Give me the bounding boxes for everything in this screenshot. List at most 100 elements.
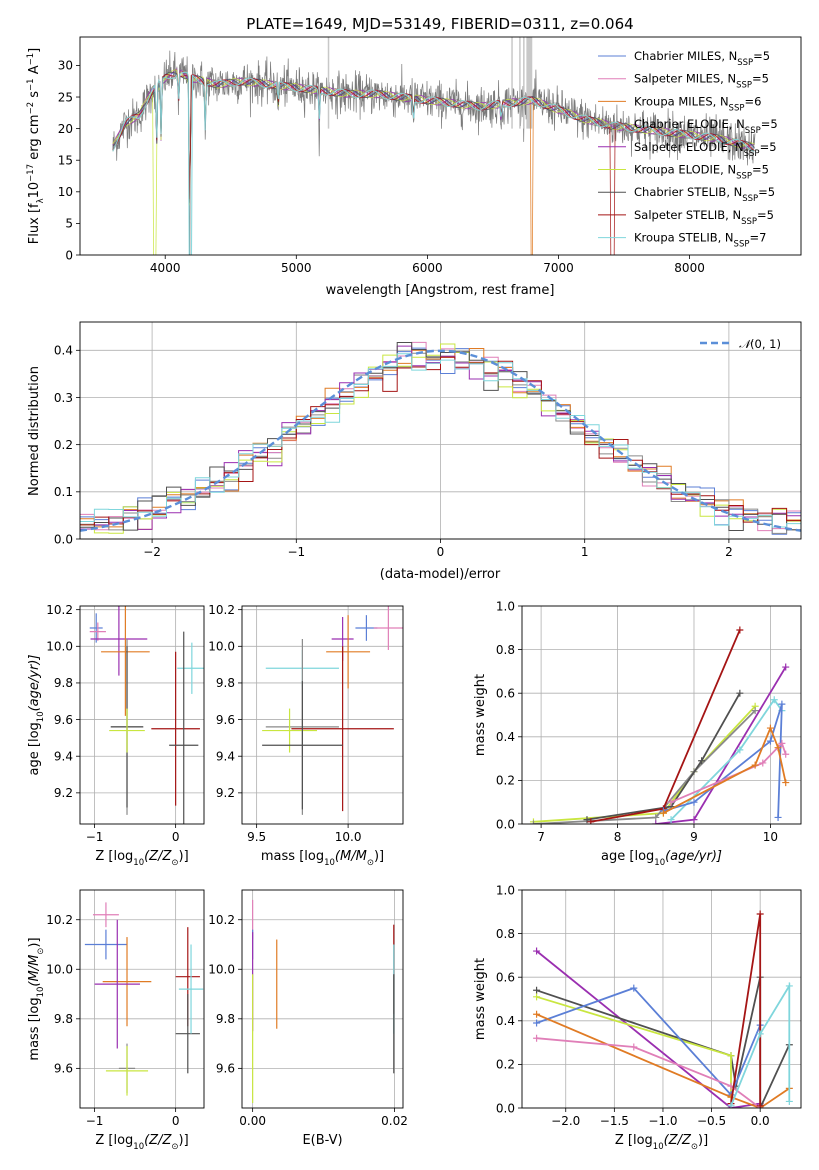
label-part: Chabrier STELIB, N (634, 185, 742, 199)
axes-frame (79, 889, 205, 1109)
label-part: =6 (744, 94, 761, 108)
series-marker (751, 761, 759, 769)
label-part: (Z/Z (144, 1133, 172, 1148)
label-part: −1 (26, 78, 36, 91)
series-marker (756, 1102, 764, 1108)
label-part: SSP (736, 81, 752, 91)
y-axis-label: Normed distribution (27, 366, 42, 496)
label-part: (age/yr)] (27, 655, 42, 712)
y-tick-label: 0.8 (496, 927, 515, 941)
label-part: (M/M (335, 849, 367, 864)
label-part: Chabrier MILES, N (634, 49, 737, 63)
label-part: mass [log (261, 849, 324, 864)
x-tick-label: 8000 (674, 261, 705, 275)
label-part: 10 (36, 987, 46, 998)
series-marker (652, 820, 660, 824)
series-marker (630, 1043, 638, 1051)
x-tick-label: −1 (287, 545, 305, 559)
x-tick-label: 0.02 (381, 1114, 408, 1128)
series-marker (667, 798, 675, 806)
series-marker (533, 1034, 541, 1042)
label-part: SSP (729, 103, 745, 113)
series-line-kroupa-miles (536, 1013, 790, 1108)
y-axis-label: age [log10(age/yr)] (27, 655, 46, 776)
y-tick-label: 1.0 (496, 883, 515, 897)
x-tick-label: 4000 (150, 261, 181, 275)
y-tick-label: 10.0 (46, 640, 73, 654)
label-part: Kroupa ELODIE, N (634, 163, 736, 177)
legend-entry: Salpeter STELIB, NSSP=5 (634, 208, 774, 227)
y-tick-label: 0.2 (496, 774, 515, 788)
label-part: Z [log (95, 1133, 133, 1148)
spectrum-panel: 4000 5000 6000 7000 8000 0 5 10 15 20 25 30 Chabrier… (26, 15, 802, 298)
y-tick-label: 9.4 (216, 750, 235, 764)
y-tick-label: 10.2 (46, 913, 73, 927)
label-part: SSP (737, 58, 753, 68)
x-axis-label: mass [log10(M/M⊙)] (261, 849, 384, 868)
y-tick-label: 9.2 (54, 786, 73, 800)
series-marker (727, 1102, 735, 1108)
y-tick-label: 20 (58, 122, 73, 136)
series-line-salpeter-stelib (730, 913, 762, 1106)
label-part: )] (27, 937, 42, 947)
plot-area (89, 606, 204, 824)
series-marker (727, 1052, 735, 1060)
label-part: (Z/Z (144, 849, 172, 864)
y-axis-label: mass weight (473, 674, 488, 756)
x-tick-label: 6000 (412, 261, 443, 275)
y-tick-label: 0.0 (496, 817, 515, 831)
label-part: −2 (26, 102, 36, 115)
y-tick-label: 10 (58, 185, 73, 199)
label-part: )] (374, 849, 384, 864)
legend-entry: Chabrier STELIB, NSSP=5 (634, 185, 775, 204)
legend-entry: Kroupa STELIB, NSSP=7 (634, 231, 766, 250)
label-part: mass [log (27, 997, 42, 1060)
label-part: erg cm (27, 114, 42, 163)
y-tick-label: 9.8 (216, 676, 235, 690)
series-marker (690, 798, 698, 806)
legend-entry: Kroupa ELODIE, NSSP=5 (634, 163, 769, 182)
x-tick-label: −0.5 (697, 1114, 726, 1128)
series-marker (766, 737, 774, 745)
label-part: ⊙ (171, 858, 178, 868)
y-tick-label: 0 (65, 248, 73, 262)
masked-region (526, 37, 533, 129)
label-part: SSP (744, 149, 760, 159)
series-marker (766, 724, 774, 732)
label-part: SSP (745, 126, 761, 136)
plot-area (533, 910, 793, 1108)
y-tick-label: 9.6 (54, 713, 73, 727)
series-marker (759, 759, 767, 767)
x-tick-label: 10 (763, 830, 778, 844)
y-tick-label: 0.8 (496, 643, 515, 657)
age-vs-mass-panel: 9.5 10.0 9.2 9.4 9.6 9.8 10.0 10.2 mass [log10(M… (208, 603, 404, 868)
label-part: )] (698, 1133, 708, 1148)
series-line-salpeter-miles (536, 1037, 761, 1108)
x-axis-label: Z [log10(Z/Z⊙)] (95, 1133, 188, 1152)
axes-frame (241, 605, 404, 825)
y-tick-label: 0.0 (496, 1101, 515, 1115)
series-marker (630, 984, 638, 992)
label-part: =5 (761, 117, 778, 131)
x-tick-label: −1 (86, 830, 104, 844)
series-line-salpeter-miles (670, 741, 787, 804)
x-tick-label: 7 (537, 830, 545, 844)
y-tick-label: 10.2 (46, 603, 73, 617)
x-axis-label: age [log10(age/yr)] (601, 849, 722, 868)
label-part: 10 (36, 711, 46, 722)
y-tick-label: 10.2 (208, 913, 235, 927)
legend-entry: Salpeter ELODIE, NSSP=5 (634, 140, 777, 159)
series-line-chabrier-stelib (536, 977, 791, 1108)
series-marker (785, 1097, 793, 1105)
series-marker (774, 744, 782, 752)
y-tick-label: 0.6 (496, 687, 515, 701)
series-marker (756, 1030, 764, 1038)
x-tick-label: 0 (172, 1114, 180, 1128)
masked-region (511, 37, 513, 129)
label-part: 10 (27, 182, 42, 199)
residual-panel: −2 −1 0 1 2 0.0 0.1 0.2 0.3 0.4 𝒩(0, 1) (data-model… (27, 321, 802, 582)
label-part: =7 (749, 231, 766, 245)
plot-area (529, 626, 790, 824)
